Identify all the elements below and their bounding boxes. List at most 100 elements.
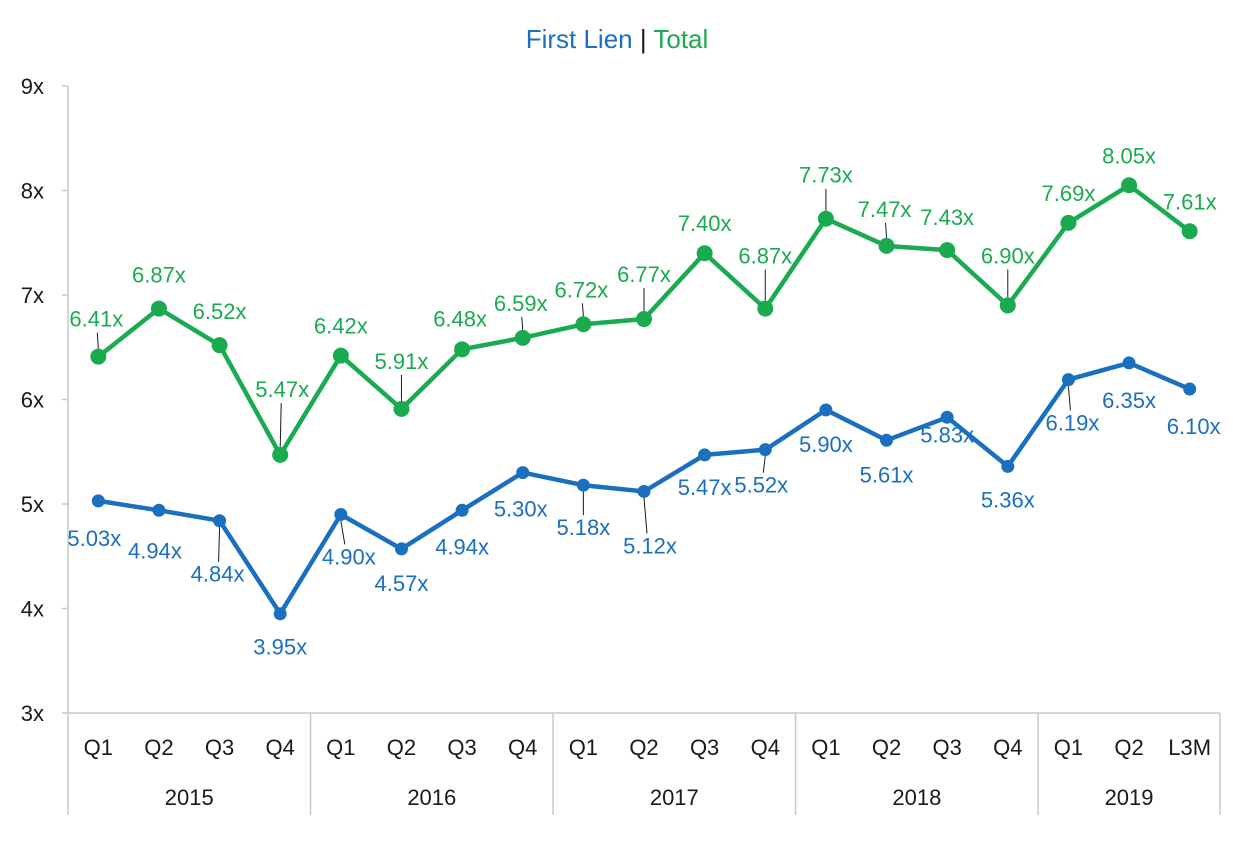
- series-point-1: [637, 484, 651, 498]
- series-point-0: [1181, 223, 1198, 240]
- data-label: 6.19x: [1046, 411, 1100, 436]
- data-label: 4.90x: [322, 544, 376, 569]
- year-group-label: 2016: [407, 785, 456, 810]
- data-label: 4.94x: [435, 534, 489, 559]
- year-group-label: 2017: [650, 785, 699, 810]
- series-point-0: [150, 300, 167, 317]
- data-label: 7.47x: [858, 197, 912, 222]
- x-tick-label: Q4: [508, 735, 537, 760]
- series-point-0: [757, 300, 774, 317]
- data-label: 6.10x: [1167, 414, 1221, 439]
- x-tick-label: Q2: [144, 735, 173, 760]
- series-point-0: [272, 446, 289, 463]
- series-point-1: [940, 410, 954, 424]
- leader-line: [885, 222, 888, 238]
- data-label: 3.95x: [253, 635, 307, 660]
- series-point-1: [152, 503, 166, 517]
- y-tick-label: 9x: [21, 74, 44, 99]
- series-point-0: [575, 316, 592, 333]
- data-label: 5.91x: [375, 349, 429, 374]
- series-point-0: [454, 341, 471, 358]
- data-label: 5.90x: [799, 432, 853, 457]
- data-label: 6.35x: [1102, 388, 1156, 413]
- data-label: 7.69x: [1042, 181, 1096, 206]
- series-point-1: [455, 503, 469, 517]
- data-label: 5.18x: [556, 515, 610, 540]
- series-point-0: [696, 245, 713, 262]
- data-label: 5.12x: [623, 533, 677, 558]
- data-label: 6.59x: [494, 291, 548, 316]
- title-part-1: |: [633, 24, 654, 54]
- title-part-2: Total: [653, 24, 708, 54]
- series-point-1: [91, 494, 105, 508]
- data-label: 6.90x: [981, 243, 1035, 268]
- data-label: 5.47x: [678, 475, 732, 500]
- data-label: 8.05x: [1102, 143, 1156, 168]
- series-point-0: [211, 337, 228, 354]
- x-tick-label: Q1: [1054, 735, 1083, 760]
- x-tick-label: Q4: [751, 735, 780, 760]
- series-point-0: [1060, 214, 1077, 231]
- data-label: 6.48x: [433, 306, 487, 331]
- series-point-0: [1121, 177, 1138, 194]
- x-tick-label: Q2: [629, 735, 658, 760]
- data-label: 7.43x: [920, 205, 974, 230]
- series-point-1: [516, 466, 530, 480]
- year-group-label: 2018: [892, 785, 941, 810]
- data-label: 5.83x: [920, 422, 974, 447]
- series-point-1: [1183, 382, 1197, 396]
- data-label: 6.87x: [738, 244, 792, 269]
- title-part-0: First Lien: [526, 24, 633, 54]
- data-label: 4.57x: [375, 571, 429, 596]
- series-point-1: [1122, 356, 1136, 370]
- y-tick-label: 3x: [21, 701, 44, 726]
- x-tick-label: Q4: [266, 735, 295, 760]
- axes: 3x 4x 5x 6x 7x 8x 9x Q1 Q2 Q3 Q4 Q1 Q2 Q3 Q4 Q1 Q2 Q3 Q4 Q1…: [21, 74, 1221, 815]
- data-label: 6.42x: [314, 314, 368, 339]
- series-point-0: [939, 242, 956, 259]
- data-label: 7.40x: [678, 211, 732, 236]
- year-group-label: 2019: [1105, 785, 1154, 810]
- series-point-1: [758, 443, 772, 457]
- data-label: 6.77x: [617, 262, 671, 287]
- data-label: 5.61x: [860, 462, 914, 487]
- series-point-0: [817, 210, 834, 227]
- y-tick-label: 8x: [21, 179, 44, 204]
- series-layer: [90, 177, 1198, 621]
- series-point-1: [819, 403, 833, 417]
- data-label: 5.30x: [494, 497, 548, 522]
- x-tick-label: Q2: [387, 735, 416, 760]
- y-tick-label: 5x: [21, 492, 44, 517]
- series-point-0: [332, 347, 349, 364]
- series-point-1: [1061, 373, 1075, 387]
- data-label: 6.41x: [69, 307, 123, 332]
- x-tick-label: Q3: [932, 735, 961, 760]
- series-point-0: [514, 329, 531, 346]
- data-label: 5.36x: [981, 487, 1035, 512]
- x-tick-label: Q1: [569, 735, 598, 760]
- data-label: 4.84x: [191, 562, 245, 587]
- leader-line: [1067, 386, 1071, 411]
- data-label: 6.72x: [554, 277, 608, 302]
- x-tick-label: L3M: [1168, 735, 1211, 760]
- data-label: 7.73x: [799, 163, 853, 188]
- x-tick-label: Q2: [872, 735, 901, 760]
- leader-line: [762, 456, 766, 473]
- data-label: 7.61x: [1163, 189, 1217, 214]
- series-point-0: [878, 237, 895, 254]
- leader-line: [643, 497, 648, 534]
- leader-line: [279, 402, 282, 447]
- series-point-0: [90, 348, 107, 365]
- series-point-1: [576, 478, 590, 492]
- x-tick-label: Q3: [205, 735, 234, 760]
- leader-line: [340, 520, 346, 545]
- leader-line: [218, 527, 221, 562]
- x-tick-label: Q2: [1114, 735, 1143, 760]
- series-point-0: [393, 400, 410, 417]
- x-tick-label: Q3: [447, 735, 476, 760]
- x-tick-label: Q1: [326, 735, 355, 760]
- series-point-1: [1001, 459, 1015, 473]
- series-point-1: [273, 607, 287, 621]
